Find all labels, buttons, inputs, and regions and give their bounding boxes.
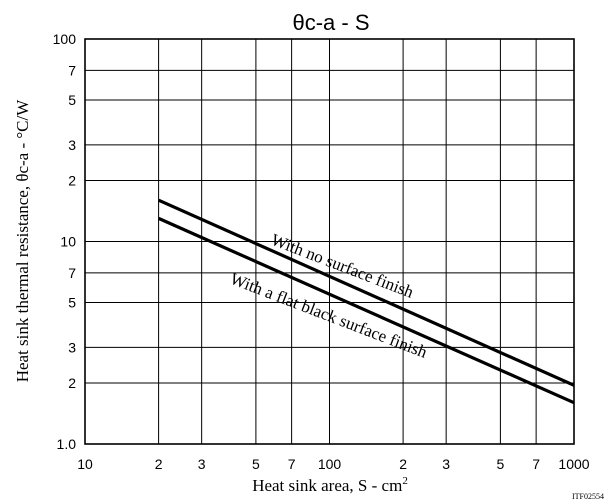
figure-code: ITF02554 xyxy=(572,492,604,501)
x-tick-label: 10 xyxy=(77,456,93,472)
y-tick-label: 7 xyxy=(68,265,76,281)
x-tick-label: 1000 xyxy=(558,456,589,472)
grid xyxy=(84,38,575,445)
y-tick-label: 3 xyxy=(68,339,76,355)
y-tick-label: 5 xyxy=(68,92,76,108)
y-tick-label: 1.0 xyxy=(57,436,77,452)
x-tick-label: 100 xyxy=(318,456,342,472)
plot-frame xyxy=(84,38,575,445)
y-tick-label: 2 xyxy=(68,375,76,391)
x-axis-label: Heat sink area, S - cm2 xyxy=(252,475,408,495)
x-tick-label: 3 xyxy=(198,456,206,472)
series-line-0 xyxy=(157,198,575,387)
y-axis-label: Heat sink thermal resistance, θc-a - °C/… xyxy=(13,99,32,383)
series-line-1 xyxy=(157,216,575,405)
x-tick-label: 5 xyxy=(252,456,260,472)
x-axis-label-text: Heat sink area, S - cm xyxy=(252,476,402,495)
x-tick-label: 2 xyxy=(399,456,407,472)
y-tick-label: 3 xyxy=(68,137,76,153)
x-tick-label: 3 xyxy=(442,456,450,472)
y-tick-label: 2 xyxy=(68,173,76,189)
x-tick-label: 2 xyxy=(155,456,163,472)
tick-labels: 10 2 3 5 7 100 2 3 5 7 1000 1.0 2 3 5 7 10 2 3 5 7 100 xyxy=(53,31,590,472)
chart-title: θc-a - S xyxy=(292,10,369,35)
x-tick-label: 5 xyxy=(496,456,504,472)
y-tick-label: 5 xyxy=(68,294,76,310)
y-tick-label: 7 xyxy=(68,62,76,78)
y-tick-label: 10 xyxy=(60,234,76,250)
series-layer xyxy=(157,198,575,405)
y-tick-label: 100 xyxy=(53,31,77,47)
x-tick-label: 7 xyxy=(288,456,296,472)
x-tick-label: 7 xyxy=(532,456,540,472)
x-axis-label-superscript: 2 xyxy=(402,475,408,487)
